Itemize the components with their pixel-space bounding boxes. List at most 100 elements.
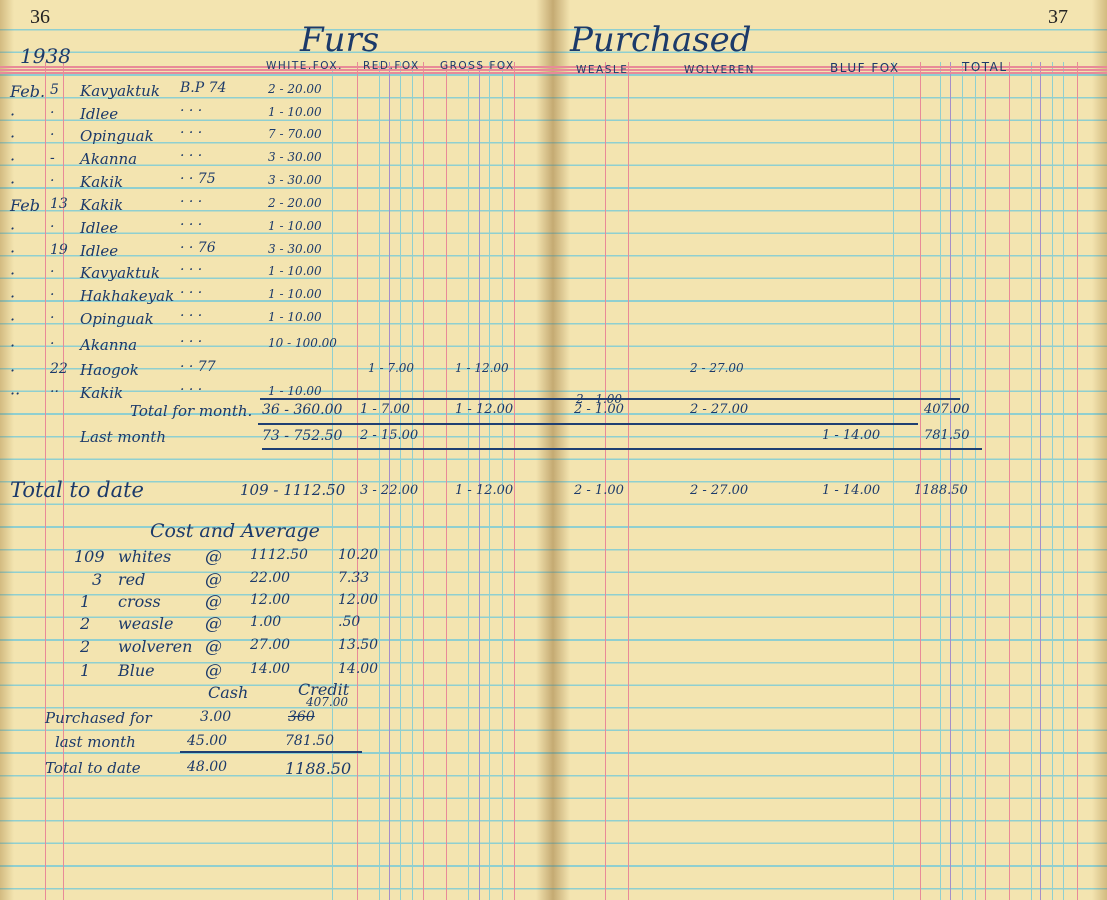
col-weasle: WEASLE — [576, 64, 629, 76]
ruling-line — [940, 62, 942, 900]
cost-at: @ — [205, 614, 222, 634]
ruling-line — [1040, 62, 1042, 900]
credit-amount: 1188.50 — [285, 759, 352, 778]
header-rule — [0, 72, 1107, 74]
entry-ref: · · · — [180, 194, 203, 210]
ruling-line — [502, 62, 504, 900]
col-red-fox: RED.FOX — [363, 60, 420, 72]
cost-item: red — [118, 570, 146, 589]
ruling-line — [514, 62, 516, 900]
entry-white-fox: 3 - 30.00 — [268, 150, 322, 164]
cost-average: 13.50 — [338, 637, 379, 653]
entry-month: ·· — [10, 384, 21, 403]
entry-name: Idlee — [80, 219, 119, 237]
cash-amount: 48.00 — [187, 759, 228, 775]
cost-amount: 1.00 — [250, 614, 282, 630]
cost-qty: 1 — [80, 592, 91, 611]
entry-month: · — [10, 310, 16, 329]
entry-name: Haogok — [80, 361, 139, 379]
entry-ref: · · · — [180, 262, 203, 278]
cost-qty: 109 — [74, 547, 105, 566]
total-cross-fox: 1 - 12.00 — [455, 483, 514, 498]
cost-amount: 27.00 — [250, 637, 291, 653]
entry-month: · — [10, 361, 16, 380]
entry-white-fox: 1 - 10.00 — [268, 105, 322, 119]
entry-ref: · · 75 — [180, 171, 216, 187]
cost-average: 14.00 — [338, 661, 379, 677]
entry-red-fox: 1 - 7.00 — [368, 361, 415, 375]
entry-ref: · · 77 — [180, 359, 216, 375]
entry-day: 13 — [50, 196, 68, 212]
cost-average: 12.00 — [338, 592, 379, 608]
underline — [260, 398, 960, 400]
cost-average: .50 — [338, 614, 361, 630]
ruling-line — [468, 62, 470, 900]
ruling-line — [400, 62, 402, 900]
entry-day: · — [50, 127, 55, 143]
entry-white-fox: 1 - 10.00 — [268, 384, 322, 398]
entry-ref: · · · — [180, 125, 203, 141]
total-blue-fox: 1 - 14.00 — [822, 428, 881, 443]
cost-average: 7.33 — [338, 570, 370, 586]
entry-day: · — [50, 310, 55, 326]
entry-month: · — [10, 287, 16, 306]
cash-credit-label: last month — [55, 733, 136, 751]
total-blue-fox: 1 - 14.00 — [822, 483, 881, 498]
ruling-line — [628, 62, 630, 900]
entry-name: Opinguak — [80, 127, 154, 145]
cost-at: @ — [205, 637, 222, 657]
ruling-line — [446, 62, 448, 900]
entry-month: · — [10, 105, 16, 124]
entry-day: - — [50, 150, 55, 166]
ruling-line — [1031, 62, 1033, 900]
col-wolveren: WOLVEREN — [684, 64, 755, 76]
col-total: TOTAL — [962, 60, 1008, 74]
entry-white-fox: 10 - 100.00 — [268, 336, 337, 350]
col-white-fox: WHITE.FOX. — [266, 60, 343, 72]
entry-name: Idlee — [80, 105, 119, 123]
entry-day: 22 — [50, 361, 68, 377]
entry-ref: · · · — [180, 103, 203, 119]
cash-credit-label: Purchased for — [45, 709, 152, 727]
total-cross-fox: 1 - 12.00 — [455, 402, 514, 417]
credit-header: Credit — [298, 680, 350, 699]
col-cross-fox: GROSS FOX — [440, 60, 515, 72]
title-right: Purchased — [570, 20, 752, 60]
year: 1938 — [20, 44, 71, 68]
entry-ref: · · · — [180, 217, 203, 233]
total-white-fox: 109 - 1112.50 — [240, 481, 346, 499]
page-number-left: 36 — [30, 6, 50, 28]
entry-ref: · · · — [180, 382, 203, 398]
entry-white-fox: 3 - 30.00 — [268, 173, 322, 187]
entry-day: · — [50, 105, 55, 121]
entry-wolveren: 2 - 27.00 — [690, 361, 744, 375]
entry-day: 5 — [50, 82, 59, 98]
entry-name: Kavyaktuk — [80, 82, 160, 100]
ruling-line — [412, 62, 414, 900]
entry-day: · — [50, 287, 55, 303]
cost-amount: 14.00 — [250, 661, 291, 677]
cost-item: cross — [118, 592, 161, 611]
ruling-line — [1077, 62, 1079, 900]
entry-day: 19 — [50, 242, 68, 258]
entry-month: · — [10, 150, 16, 169]
ruling-line — [1052, 62, 1054, 900]
entry-month: · — [10, 219, 16, 238]
entry-white-fox: 1 - 10.00 — [268, 219, 322, 233]
cost-qty: 3 — [92, 570, 103, 589]
cost-average: 10.20 — [338, 547, 379, 563]
entry-month: · — [10, 264, 16, 283]
entry-name: Opinguak — [80, 310, 154, 328]
ruling-line — [63, 62, 65, 900]
total-white-fox: 73 - 752.50 — [262, 428, 343, 444]
ruling-line — [920, 62, 922, 900]
ruling-line — [1009, 62, 1011, 900]
entry-ref: · · · — [180, 148, 203, 164]
entry-white-fox: 1 - 10.00 — [268, 264, 322, 278]
cost-qty: 2 — [80, 637, 91, 656]
total-wolveren: 2 - 27.00 — [690, 402, 749, 417]
entry-name: Hakhakeyak — [80, 287, 175, 305]
entry-name: Akanna — [80, 150, 138, 168]
ruling-line — [489, 62, 491, 900]
cash-header: Cash — [208, 683, 249, 702]
